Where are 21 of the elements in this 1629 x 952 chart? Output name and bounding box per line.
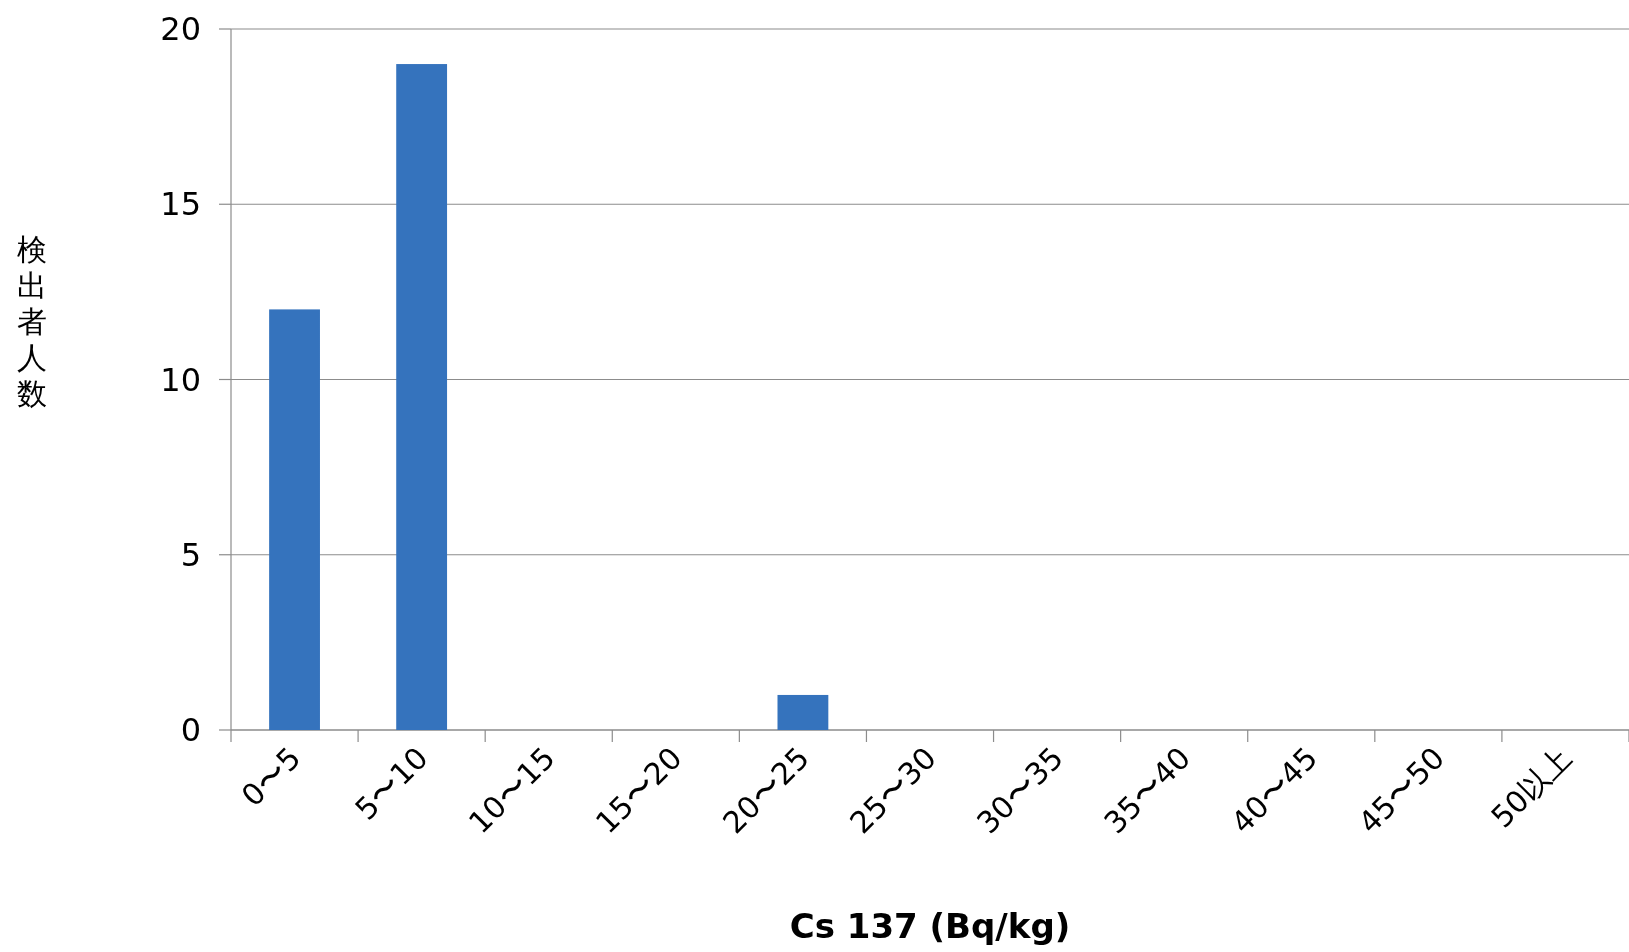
x-tick-label: 10〜15 [461, 740, 562, 841]
y-axis-title: 検出者人数 [17, 232, 47, 411]
x-tick-label: 25〜30 [842, 740, 943, 841]
x-tick-label: 45〜50 [1351, 740, 1452, 841]
x-tick-label: 20〜25 [715, 740, 816, 841]
bar [777, 694, 829, 730]
x-tick-label: 0〜5 [234, 740, 308, 814]
bar [269, 309, 320, 730]
x-tick-label: 50以上 [1484, 740, 1579, 835]
y-tick-label: 15 [160, 185, 201, 224]
y-tick-label: 20 [160, 10, 201, 48]
y-tick-label: 5 [180, 535, 201, 574]
bar [396, 64, 448, 730]
x-tick-label: 15〜20 [588, 740, 689, 841]
x-tick-label: 40〜45 [1224, 740, 1325, 841]
y-tick-label: 0 [180, 711, 201, 749]
x-tick-label: 5〜10 [348, 740, 435, 827]
x-tick-label: 35〜40 [1097, 740, 1198, 841]
x-axis-title: Cs 137 (Bq/kg) [789, 906, 1071, 946]
y-tick-label: 10 [160, 360, 201, 399]
x-tick-label: 30〜35 [970, 740, 1071, 841]
